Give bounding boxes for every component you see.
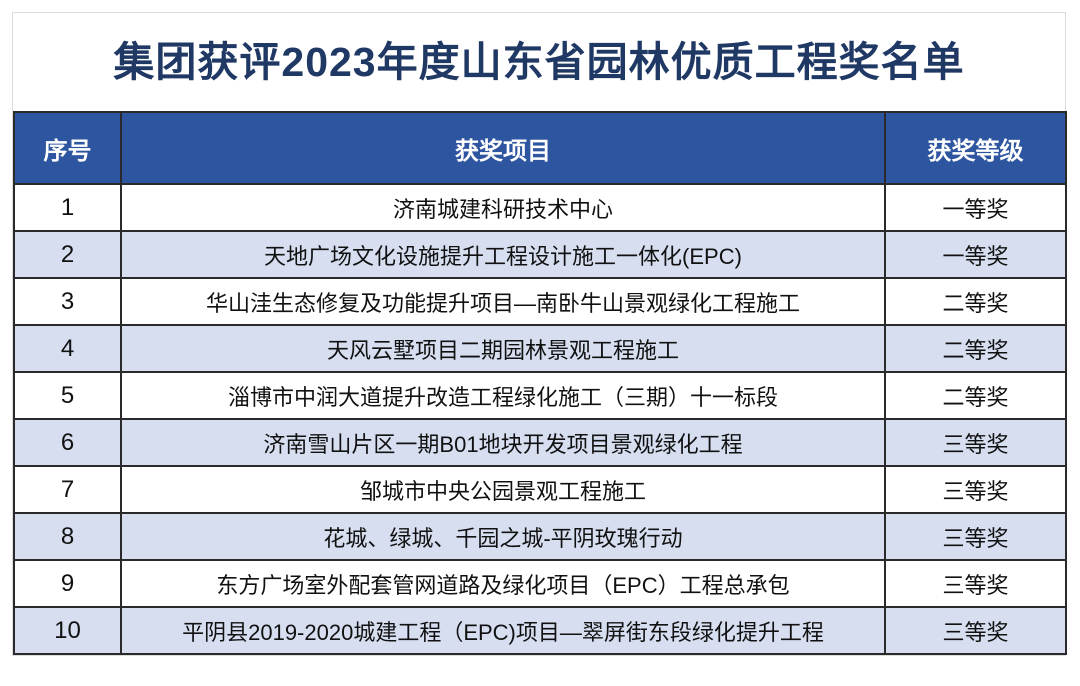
row-index-cell: 5 bbox=[13, 371, 122, 420]
table-row: 1 济南城建科研技术中心 一等奖 bbox=[13, 183, 1067, 232]
row-index-cell: 8 bbox=[13, 512, 122, 561]
row-index-cell: 6 bbox=[13, 418, 122, 467]
row-project-cell: 花城、绿城、千园之城-平阴玫瑰行动 bbox=[120, 512, 886, 561]
row-index-cell: 2 bbox=[13, 230, 122, 279]
row-index-cell: 9 bbox=[13, 559, 122, 608]
column-header-index: 序号 bbox=[13, 111, 122, 185]
table-row: 3 华山洼生态修复及功能提升项目—南卧牛山景观绿化工程施工 二等奖 bbox=[13, 277, 1067, 326]
column-header-project: 获奖项目 bbox=[120, 111, 886, 185]
row-grade-cell: 二等奖 bbox=[884, 324, 1067, 373]
row-project-cell: 济南雪山片区一期B01地块开发项目景观绿化工程 bbox=[120, 418, 886, 467]
announcement-card: 集团获评2023年度山东省园林优质工程奖名单 序号 获奖项目 获奖等级 1 济南… bbox=[12, 12, 1067, 656]
page-title: 集团获评2023年度山东省园林优质工程奖名单 bbox=[113, 38, 965, 85]
row-grade-cell: 二等奖 bbox=[884, 277, 1067, 326]
table-row: 2 天地广场文化设施提升工程设计施工一体化(EPC) 一等奖 bbox=[13, 230, 1067, 279]
row-index-cell: 4 bbox=[13, 324, 122, 373]
row-index-cell: 1 bbox=[13, 183, 122, 232]
row-project-cell: 邹城市中央公园景观工程施工 bbox=[120, 465, 886, 514]
row-project-cell: 淄博市中润大道提升改造工程绿化施工（三期）十一标段 bbox=[120, 371, 886, 420]
row-grade-cell: 一等奖 bbox=[884, 183, 1067, 232]
table-row: 7 邹城市中央公园景观工程施工 三等奖 bbox=[13, 465, 1067, 514]
row-project-cell: 华山洼生态修复及功能提升项目—南卧牛山景观绿化工程施工 bbox=[120, 277, 886, 326]
row-project-cell: 平阴县2019-2020城建工程（EPC)项目—翠屏街东段绿化提升工程 bbox=[120, 606, 886, 655]
table-row: 9 东方广场室外配套管网道路及绿化项目（EPC）工程总承包 三等奖 bbox=[13, 559, 1067, 608]
row-grade-cell: 三等奖 bbox=[884, 465, 1067, 514]
table-row: 6 济南雪山片区一期B01地块开发项目景观绿化工程 三等奖 bbox=[13, 418, 1067, 467]
row-grade-cell: 三等奖 bbox=[884, 606, 1067, 655]
row-project-cell: 天风云墅项目二期园林景观工程施工 bbox=[120, 324, 886, 373]
table-row: 4 天风云墅项目二期园林景观工程施工 二等奖 bbox=[13, 324, 1067, 373]
row-project-cell: 天地广场文化设施提升工程设计施工一体化(EPC) bbox=[120, 230, 886, 279]
row-grade-cell: 一等奖 bbox=[884, 230, 1067, 279]
row-grade-cell: 三等奖 bbox=[884, 512, 1067, 561]
awards-table: 序号 获奖项目 获奖等级 1 济南城建科研技术中心 一等奖 2 天地广场文化设施… bbox=[13, 111, 1067, 655]
table-row: 10 平阴县2019-2020城建工程（EPC)项目—翠屏街东段绿化提升工程 三… bbox=[13, 606, 1067, 655]
table-row: 5 淄博市中润大道提升改造工程绿化施工（三期）十一标段 二等奖 bbox=[13, 371, 1067, 420]
table-row: 8 花城、绿城、千园之城-平阴玫瑰行动 三等奖 bbox=[13, 512, 1067, 561]
row-index-cell: 10 bbox=[13, 606, 122, 655]
row-index-cell: 3 bbox=[13, 277, 122, 326]
row-grade-cell: 二等奖 bbox=[884, 371, 1067, 420]
row-grade-cell: 三等奖 bbox=[884, 559, 1067, 608]
column-header-grade: 获奖等级 bbox=[884, 111, 1067, 185]
row-project-cell: 济南城建科研技术中心 bbox=[120, 183, 886, 232]
title-bar: 集团获评2023年度山东省园林优质工程奖名单 bbox=[13, 13, 1065, 111]
table-header: 序号 获奖项目 获奖等级 bbox=[13, 111, 1067, 185]
row-index-cell: 7 bbox=[13, 465, 122, 514]
table-body: 1 济南城建科研技术中心 一等奖 2 天地广场文化设施提升工程设计施工一体化(E… bbox=[13, 183, 1067, 655]
header-row: 序号 获奖项目 获奖等级 bbox=[13, 111, 1067, 185]
row-grade-cell: 三等奖 bbox=[884, 418, 1067, 467]
row-project-cell: 东方广场室外配套管网道路及绿化项目（EPC）工程总承包 bbox=[120, 559, 886, 608]
